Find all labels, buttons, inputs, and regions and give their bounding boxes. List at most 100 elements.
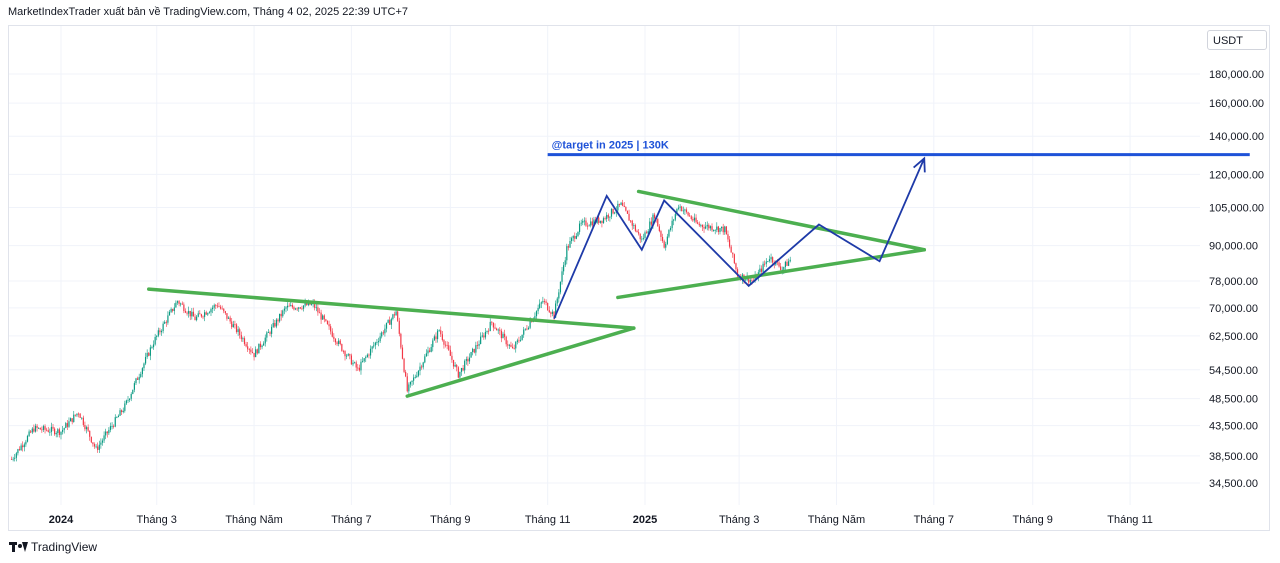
candle-body <box>569 241 571 248</box>
candle-body <box>149 347 151 356</box>
candle-body <box>609 216 611 218</box>
candle-body <box>452 359 455 367</box>
candle-body <box>708 224 710 229</box>
candle-body <box>175 302 177 308</box>
time-tick-label: Tháng 11 <box>525 514 571 526</box>
candle-body <box>658 226 660 232</box>
candle-body <box>124 403 126 411</box>
candle-body <box>682 210 684 212</box>
triangle-2-upper-line[interactable] <box>636 189 926 252</box>
candle-body <box>98 444 100 450</box>
candle-body <box>382 332 384 334</box>
candle-body <box>247 346 249 350</box>
candle-body <box>768 259 771 262</box>
candle-body <box>77 413 80 415</box>
candle-body <box>448 345 450 350</box>
candle-body <box>261 345 263 348</box>
candle-body <box>381 332 383 337</box>
candle-body <box>274 322 276 327</box>
candle-body <box>724 226 726 233</box>
triangle-1-upper-line[interactable] <box>147 287 636 330</box>
candle-body <box>374 342 376 346</box>
candle-body <box>344 351 346 357</box>
candle-body <box>302 305 305 309</box>
candle-body <box>698 223 700 226</box>
candle-body <box>421 366 423 368</box>
triangle-1-lower-line[interactable] <box>405 326 636 398</box>
candle-body <box>154 337 156 345</box>
candle-body <box>365 357 367 359</box>
candle-body <box>60 431 62 435</box>
candle-body <box>331 331 333 337</box>
candle-body <box>275 319 278 327</box>
candle-body <box>111 425 113 427</box>
candle-body <box>717 226 719 232</box>
candle-body <box>186 312 188 314</box>
candle-body <box>684 209 686 211</box>
candle-body <box>54 428 56 435</box>
candle-body <box>551 311 554 314</box>
candle-body <box>468 357 471 362</box>
candle-body <box>553 311 555 318</box>
candle-body <box>239 329 241 336</box>
candle-body <box>211 307 214 310</box>
price-axis[interactable]: 180,000.00 160,000.00 140,000.00 120,000.00… <box>1209 69 1264 490</box>
candle-body <box>288 305 290 307</box>
candle-body <box>103 435 105 441</box>
candle-body <box>221 308 223 310</box>
candle-body <box>535 311 538 317</box>
candle-body <box>713 230 715 231</box>
price-tick-label: 180,000.00 <box>1209 69 1264 81</box>
candle-body <box>730 246 732 253</box>
candle-body <box>534 316 536 319</box>
candle-body <box>81 417 83 419</box>
candle-body <box>480 336 482 344</box>
candle-body <box>633 225 635 226</box>
currency-button[interactable]: USDT <box>1207 30 1267 50</box>
candle-body <box>641 238 643 240</box>
projection-polyline[interactable] <box>553 158 926 320</box>
candle-body <box>422 362 424 368</box>
time-axis[interactable]: 2024 Tháng 3 Tháng Năm Tháng 7 Tháng 9 Tháng … <box>49 514 1153 526</box>
candle-body <box>263 343 265 346</box>
candle-body <box>460 367 463 372</box>
candle-body <box>634 225 637 231</box>
candle-body <box>676 208 678 215</box>
price-tick-label: 140,000.00 <box>1209 131 1264 143</box>
candle-body <box>38 427 40 429</box>
candle-body <box>282 310 284 317</box>
candle-body <box>543 301 546 302</box>
candle-body <box>537 307 539 312</box>
candle-body <box>18 449 21 451</box>
candle-body <box>500 330 502 339</box>
candle-body <box>50 426 53 432</box>
candle-body <box>191 311 193 317</box>
price-tick-label: 54,500.00 <box>1209 365 1258 377</box>
candle-body <box>660 231 662 237</box>
candle-body <box>204 312 206 317</box>
candle-body <box>33 428 35 432</box>
candle-body <box>219 306 222 309</box>
candle-body <box>293 307 295 310</box>
candle-body <box>593 219 595 226</box>
candle-body <box>89 430 91 437</box>
candle-body <box>235 324 238 333</box>
candle-body <box>168 311 171 316</box>
candle-body <box>666 236 668 244</box>
candle-body <box>61 429 64 432</box>
candle-body <box>140 374 142 377</box>
candle-body <box>630 220 632 222</box>
candle-body <box>582 221 584 223</box>
candle-body <box>334 338 337 343</box>
candle-body <box>272 322 274 327</box>
candle-body <box>320 312 322 320</box>
tradingview-brand[interactable]: TradingView <box>9 540 97 554</box>
candle-body <box>652 214 654 225</box>
candle-body <box>397 311 399 321</box>
candle-body <box>786 261 788 266</box>
candle-body <box>625 207 627 211</box>
candle-body <box>497 329 499 331</box>
candle-body <box>189 310 191 317</box>
candle-body <box>216 305 218 307</box>
